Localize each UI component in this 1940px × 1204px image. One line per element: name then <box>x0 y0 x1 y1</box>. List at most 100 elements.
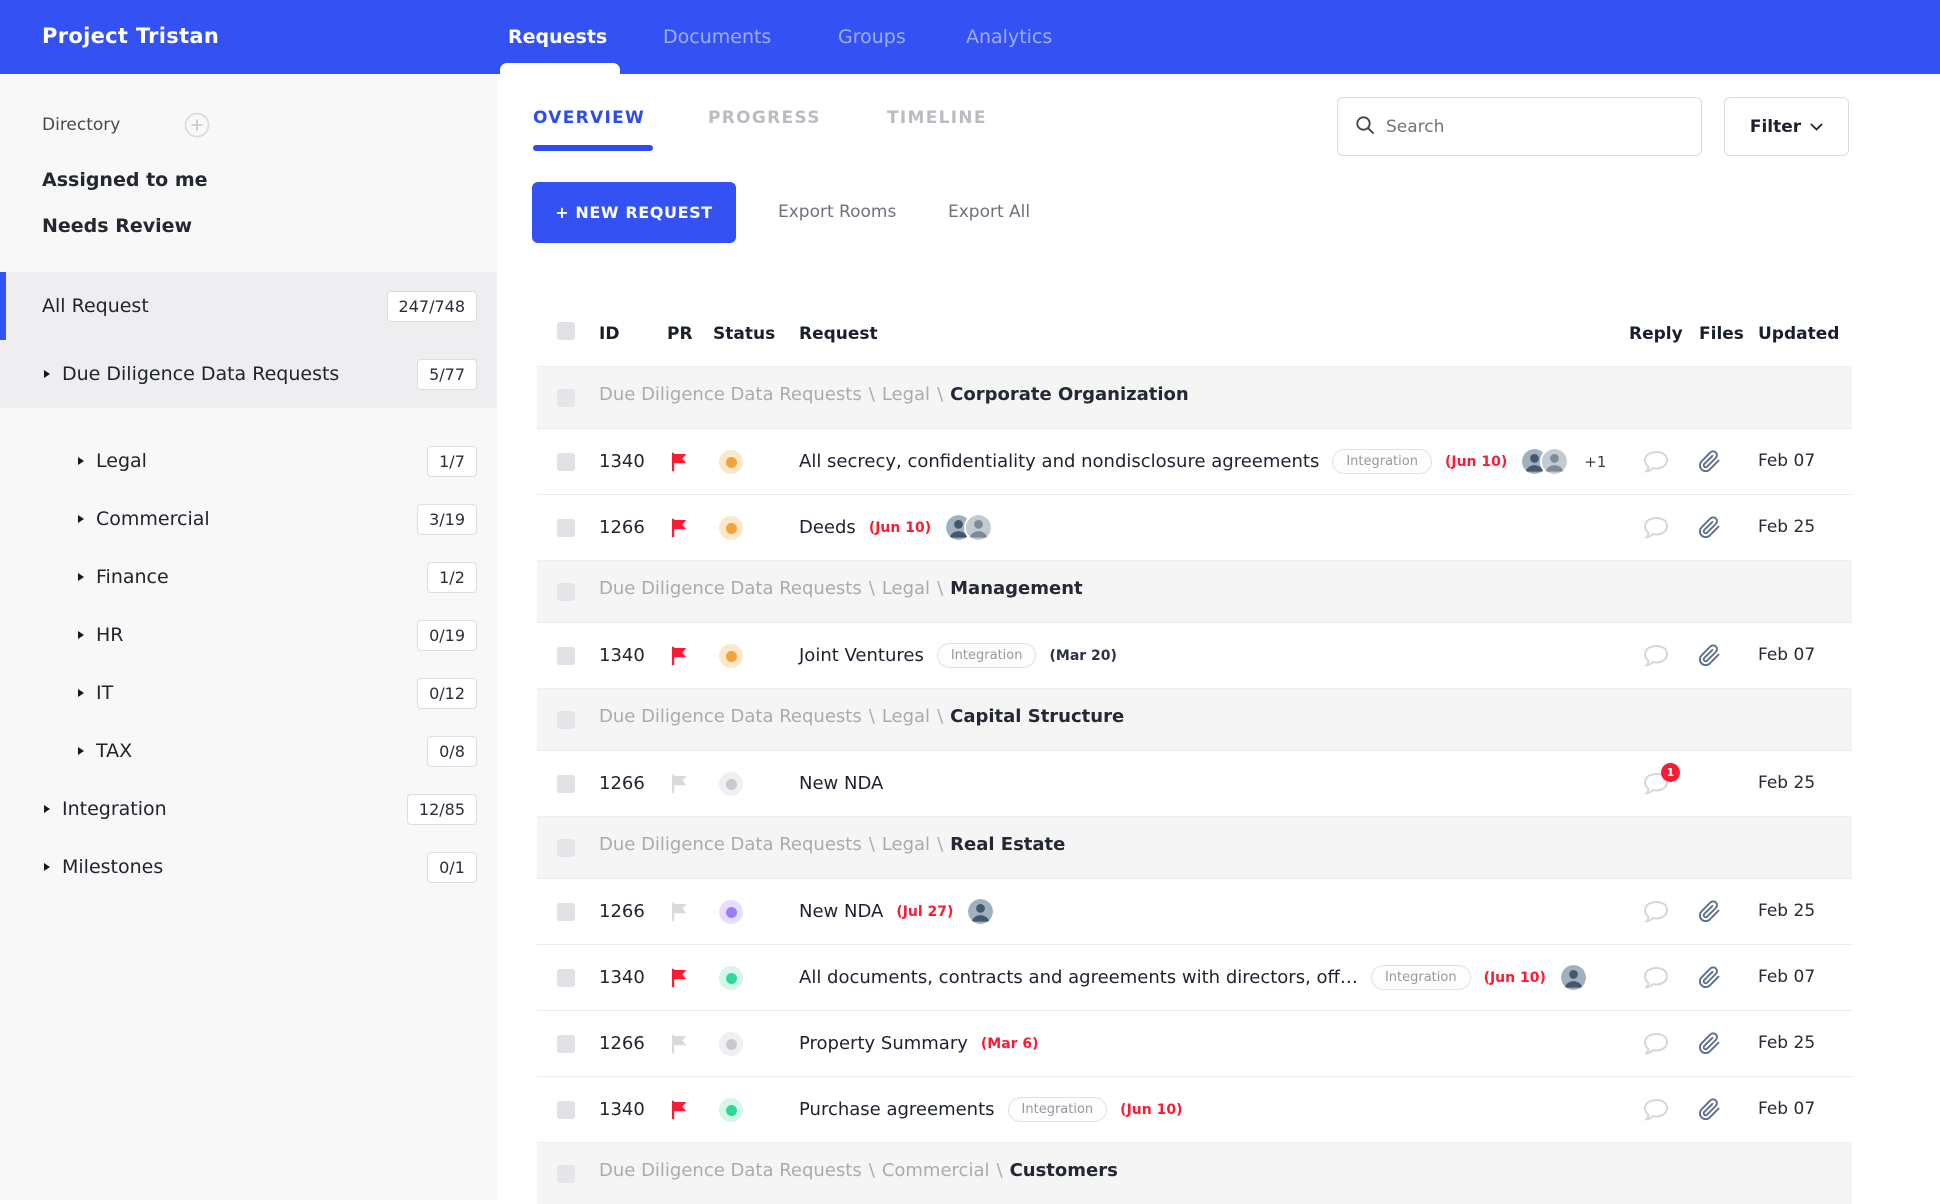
row-checkbox[interactable] <box>557 711 575 729</box>
request-main: Purchase agreements Integration (Jun 10) <box>799 1077 1182 1142</box>
row-checkbox[interactable] <box>557 519 575 537</box>
assignee-avatars <box>1558 963 1588 992</box>
request-row[interactable]: 1266 New NDA 1 Feb 25 <box>537 750 1852 816</box>
priority-flag-icon[interactable] <box>667 1098 691 1122</box>
nav-item-documents[interactable]: Documents <box>663 26 772 48</box>
request-row[interactable]: 1340 All documents, contracts and agreeme… <box>537 944 1852 1010</box>
sidebar-item-all-request[interactable]: All Request 247/748 <box>0 272 497 340</box>
sidebar-item-it[interactable]: IT 0/12 <box>0 664 497 722</box>
breadcrumb-segment: Commercial <box>881 1160 990 1181</box>
sidebar-item-due-diligence-data-requests[interactable]: Due Diligence Data Requests 5/77 <box>0 340 497 408</box>
updated-date: Feb 25 <box>1758 773 1816 793</box>
sidebar: Directory Assigned to me Needs Review Al… <box>0 74 497 1200</box>
attachment-paperclip-icon[interactable] <box>1698 516 1721 539</box>
attachment-paperclip-icon[interactable] <box>1698 966 1721 989</box>
sidebar-item-hr[interactable]: HR 0/19 <box>0 606 497 664</box>
sidebar-item-needs-review[interactable]: Needs Review <box>42 215 193 237</box>
search-input[interactable] <box>1386 116 1666 137</box>
row-checkbox[interactable] <box>557 903 575 921</box>
active-nav-indicator <box>500 63 620 74</box>
group-row: Due Diligence Data Requests \ Legal \ Capita… <box>537 688 1852 750</box>
sidebar-item-integration[interactable]: Integration 12/85 <box>0 780 497 838</box>
priority-flag-icon[interactable] <box>667 900 691 924</box>
nav-item-analytics[interactable]: Analytics <box>966 26 1053 48</box>
sidebar-item-label: All Request <box>42 295 149 317</box>
column-header-reply: Reply <box>1629 324 1683 344</box>
breadcrumb-segment: Due Diligence Data Requests <box>599 578 862 599</box>
request-id: 1340 <box>599 967 645 988</box>
request-tree: All Request 247/748 Due Diligence Data Req… <box>0 272 497 896</box>
add-directory-icon[interactable] <box>184 112 210 138</box>
request-row[interactable]: 1266 Deeds (Jun 10) Feb 25 <box>537 494 1852 560</box>
nav-item-groups[interactable]: Groups <box>838 26 906 48</box>
row-checkbox[interactable] <box>557 1101 575 1119</box>
filter-button[interactable]: Filter <box>1724 97 1849 156</box>
breadcrumb-separator: \ <box>937 834 944 855</box>
sidebar-item-legal[interactable]: Legal 1/7 <box>0 432 497 490</box>
request-row[interactable]: 1340 Purchase agreements Integration (Jun 1… <box>537 1076 1852 1142</box>
request-row[interactable]: 1340 Joint Ventures Integration (Mar 20) Feb… <box>537 622 1852 688</box>
attachment-paperclip-icon[interactable] <box>1698 450 1721 473</box>
tree-spacer <box>0 408 497 432</box>
priority-flag-icon[interactable] <box>667 1032 691 1056</box>
priority-flag-icon[interactable] <box>667 772 691 796</box>
sidebar-item-tax[interactable]: TAX 0/8 <box>0 722 497 780</box>
row-checkbox[interactable] <box>557 775 575 793</box>
request-row[interactable]: 1266 New NDA (Jul 27) Feb 25 <box>537 878 1852 944</box>
row-checkbox[interactable] <box>557 453 575 471</box>
avatar <box>966 897 996 926</box>
breadcrumb-leaf: Management <box>950 578 1083 599</box>
priority-flag-icon[interactable] <box>667 516 691 540</box>
request-row[interactable]: 1340 All secrecy, confidentiality and non… <box>537 428 1852 494</box>
attachment-paperclip-icon[interactable] <box>1698 1032 1721 1055</box>
priority-flag-icon[interactable] <box>667 450 691 474</box>
expand-arrow-icon <box>44 863 50 871</box>
reply-chat-icon[interactable]: 1 <box>1641 763 1680 798</box>
row-checkbox[interactable] <box>557 969 575 987</box>
sidebar-item-commercial[interactable]: Commercial 3/19 <box>0 490 497 548</box>
row-checkbox[interactable] <box>557 583 575 601</box>
reply-chat-icon[interactable] <box>1641 515 1671 542</box>
row-checkbox[interactable] <box>557 839 575 857</box>
new-request-button[interactable]: + NEW REQUEST <box>532 182 736 243</box>
select-all-checkbox[interactable] <box>557 322 575 340</box>
directory-row: Directory <box>42 112 462 138</box>
reply-chat-icon[interactable] <box>1641 1097 1671 1124</box>
attachment-paperclip-icon[interactable] <box>1698 900 1721 923</box>
tab-timeline[interactable]: TIMELINE <box>887 108 987 128</box>
priority-flag-icon[interactable] <box>667 966 691 990</box>
row-checkbox[interactable] <box>557 647 575 665</box>
priority-flag-icon[interactable] <box>667 644 691 668</box>
sidebar-item-milestones[interactable]: Milestones 0/1 <box>0 838 497 896</box>
export-rooms-button[interactable]: Export Rooms <box>778 202 897 222</box>
reply-chat-icon[interactable] <box>1641 1031 1671 1058</box>
row-checkbox[interactable] <box>557 1035 575 1053</box>
updated-date: Feb 25 <box>1758 1033 1816 1053</box>
request-row[interactable]: 1266 Property Summary (Mar 6) Feb 25 <box>537 1010 1852 1076</box>
sidebar-item-finance[interactable]: Finance 1/2 <box>0 548 497 606</box>
row-checkbox[interactable] <box>557 389 575 407</box>
row-checkbox[interactable] <box>557 1165 575 1183</box>
attachment-paperclip-icon[interactable] <box>1698 1098 1721 1121</box>
sidebar-item-label: Commercial <box>96 508 210 530</box>
expand-arrow-icon <box>78 631 84 639</box>
due-date: (Jun 10) <box>1483 969 1546 986</box>
updated-date: Feb 07 <box>1758 1099 1816 1119</box>
sidebar-item-assigned-to-me[interactable]: Assigned to me <box>42 169 208 191</box>
nav-item-requests[interactable]: Requests <box>508 26 608 48</box>
tab-overview[interactable]: OVERVIEW <box>533 108 646 128</box>
reply-chat-icon[interactable] <box>1641 643 1671 670</box>
export-all-button[interactable]: Export All <box>948 202 1031 222</box>
count-badge: 0/1 <box>427 851 477 883</box>
breadcrumb-separator: \ <box>868 578 875 599</box>
tab-progress[interactable]: PROGRESS <box>708 108 821 128</box>
reply-chat-icon[interactable] <box>1641 899 1671 926</box>
breadcrumb-segment: Due Diligence Data Requests <box>599 706 862 727</box>
attachment-paperclip-icon[interactable] <box>1698 644 1721 667</box>
unread-reply-badge: 1 <box>1661 763 1680 782</box>
column-header-updated: Updated <box>1758 324 1840 344</box>
breadcrumb-segment: Legal <box>881 834 931 855</box>
reply-chat-icon[interactable] <box>1641 449 1671 476</box>
status-dot-purple <box>719 900 743 924</box>
reply-chat-icon[interactable] <box>1641 965 1671 992</box>
